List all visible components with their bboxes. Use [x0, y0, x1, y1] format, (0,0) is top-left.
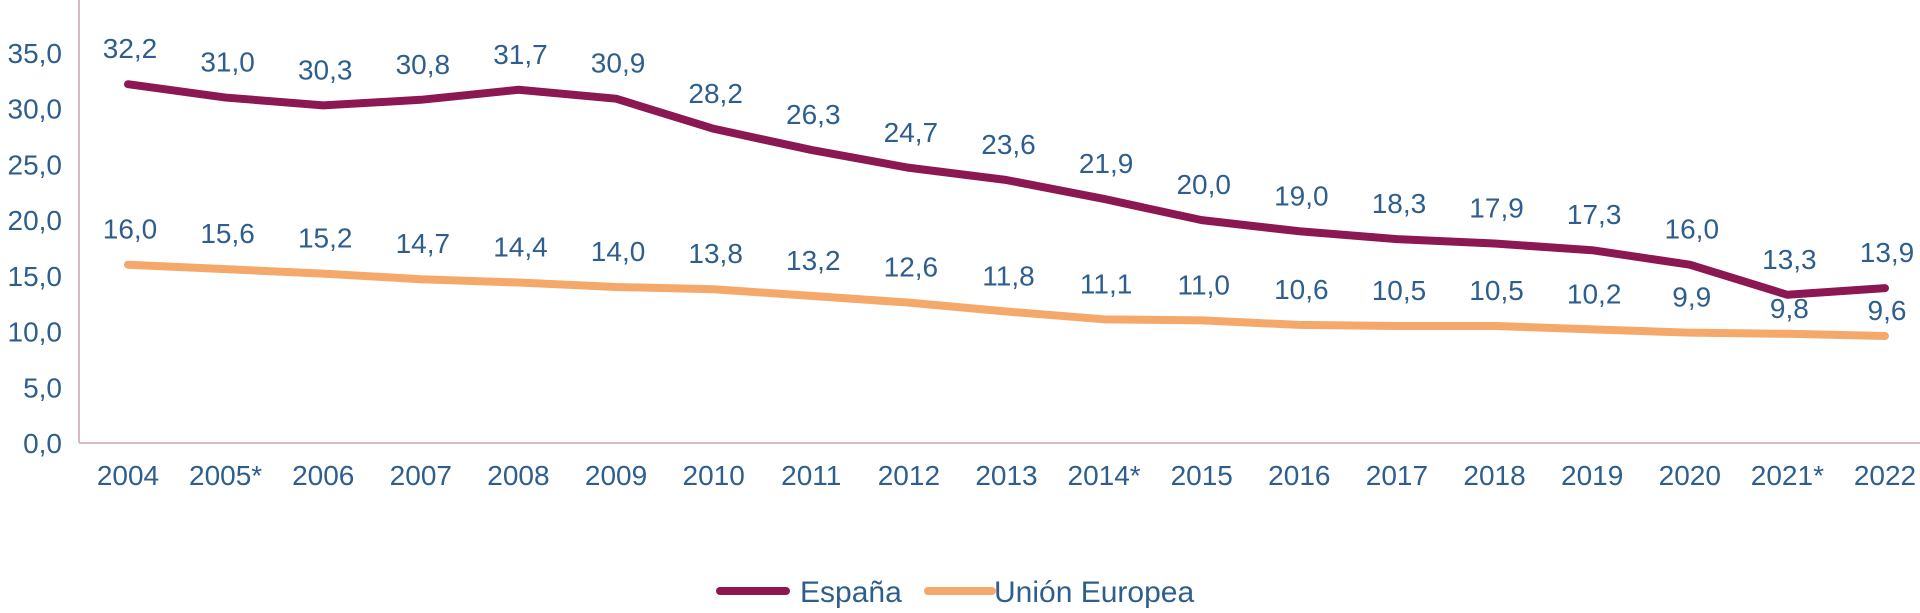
x-tick-label: 2018: [1463, 460, 1525, 491]
x-tick-label: 2010: [683, 460, 745, 491]
x-tick-label: 2009: [585, 460, 647, 491]
y-tick-label: 15,0: [8, 261, 63, 292]
data-label-union-europea: 13,2: [786, 245, 841, 276]
legend-label-union-europea: Unión Europea: [994, 576, 1194, 609]
data-label-espana: 28,2: [688, 78, 743, 109]
data-label-espana: 13,3: [1762, 244, 1817, 275]
data-label-union-europea: 9,6: [1868, 295, 1907, 326]
data-label-espana: 20,0: [1176, 169, 1231, 200]
data-label-espana: 16,0: [1665, 214, 1720, 245]
data-label-union-europea: 11,0: [1178, 269, 1230, 300]
data-label-espana: 31,7: [493, 39, 548, 70]
x-tick-label: 2017: [1366, 460, 1428, 491]
x-tick-label: 2014*: [1068, 460, 1141, 491]
data-label-union-europea: 10,5: [1469, 275, 1524, 306]
x-tick-label: 2004: [97, 460, 159, 491]
data-label-espana: 18,3: [1372, 188, 1427, 219]
data-label-union-europea: 11,1: [1080, 268, 1132, 299]
data-label-espana: 13,9: [1860, 237, 1915, 268]
data-label-espana: 32,2: [103, 33, 158, 64]
data-label-union-europea: 14,7: [396, 228, 451, 259]
legend-item-union-europea[interactable]: Unión Europea: [924, 576, 1194, 609]
data-label-union-europea: 15,6: [200, 218, 255, 249]
data-label-union-europea: 9,8: [1770, 293, 1809, 324]
x-tick-label: 2020: [1659, 460, 1721, 491]
data-label-espana: 21,9: [1079, 148, 1134, 179]
x-axis-ticks: 2004 2005* 2006 2007 2008 2009 2010 2011 2012 201…: [97, 460, 1916, 491]
data-label-union-europea: 16,0: [103, 214, 158, 245]
y-tick-label: 0,0: [23, 428, 62, 459]
data-label-espana: 30,9: [591, 48, 646, 79]
y-tick-label: 30,0: [8, 94, 63, 125]
data-label-espana: 24,7: [884, 117, 939, 148]
legend: España Unión Europea: [716, 576, 1194, 609]
data-label-espana: 23,6: [981, 129, 1036, 160]
x-tick-label: 2019: [1561, 460, 1623, 491]
data-label-union-europea: 10,6: [1274, 274, 1329, 305]
data-label-union-europea: 10,5: [1372, 275, 1427, 306]
data-labels: 32,2 31,0 30,3 30,8 31,7 30,9 28,2 26,3 24,7 23,6…: [103, 33, 1915, 326]
data-label-espana: 26,3: [786, 99, 841, 130]
legend-item-espana[interactable]: España: [716, 576, 902, 609]
x-tick-label: 2015: [1171, 460, 1233, 491]
series-line-espana: [124, 80, 1889, 299]
data-label-espana: 30,3: [298, 54, 353, 85]
y-tick-label: 25,0: [8, 149, 63, 180]
x-tick-label: 2021*: [1751, 460, 1824, 491]
data-label-espana: 31,0: [200, 47, 255, 78]
data-label-union-europea: 11,8: [982, 261, 1034, 292]
data-label-union-europea: 10,2: [1567, 278, 1622, 309]
data-label-union-europea: 15,2: [298, 223, 353, 254]
legend-label-espana: España: [800, 576, 902, 609]
x-tick-label: 2016: [1268, 460, 1330, 491]
data-label-union-europea: 9,9: [1672, 282, 1711, 313]
data-label-union-europea: 14,0: [591, 236, 646, 267]
y-tick-label: 35,0: [8, 38, 63, 69]
data-label-espana: 17,9: [1469, 193, 1524, 224]
data-label-espana: 17,3: [1567, 199, 1622, 230]
data-label-union-europea: 12,6: [884, 252, 939, 283]
data-label-espana: 19,0: [1274, 180, 1329, 211]
x-tick-label: 2007: [390, 460, 452, 491]
y-tick-label: 10,0: [8, 317, 63, 348]
y-axis-ticks: 0,0 5,0 10,0 15,0 20,0 25,0 30,0 35,0: [8, 38, 63, 459]
x-tick-label: 2013: [975, 460, 1037, 491]
y-tick-label: 5,0: [23, 372, 62, 403]
data-label-espana: 30,8: [396, 49, 451, 80]
data-label-union-europea: 14,4: [493, 232, 548, 263]
x-tick-label: 2005*: [189, 460, 262, 491]
data-label-union-europea: 13,8: [688, 238, 743, 269]
series-line-union-europea: [124, 260, 1889, 341]
x-tick-label: 2006: [292, 460, 354, 491]
x-tick-label: 2012: [878, 460, 940, 491]
x-tick-label: 2008: [487, 460, 549, 491]
x-tick-label: 2022: [1854, 460, 1916, 491]
series-lines: [124, 80, 1889, 341]
y-tick-label: 20,0: [8, 205, 63, 236]
x-tick-label: 2011: [781, 460, 841, 491]
